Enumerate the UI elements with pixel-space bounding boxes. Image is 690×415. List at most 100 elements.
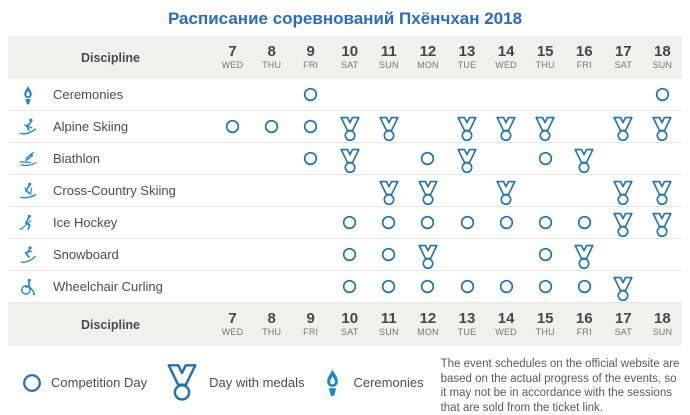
competition-day-icon	[538, 279, 553, 294]
day-header: 7 WED	[213, 311, 252, 338]
day-with-medals-icon	[377, 116, 401, 142]
schedule-cell	[565, 79, 604, 110]
legend-item-torch: Ceremonies	[321, 368, 424, 397]
schedule-cell	[252, 239, 291, 270]
schedule-cell	[291, 111, 330, 142]
day-with-medals-icon	[650, 180, 674, 206]
torch-icon	[18, 85, 38, 105]
day-with-medals-icon	[611, 180, 635, 206]
competition-day-icon	[499, 215, 514, 230]
schedule-cell	[604, 239, 643, 270]
discipline-cell: Alpine Skiing	[8, 117, 213, 137]
day-of-week: SUN	[379, 326, 399, 337]
schedule-cell	[252, 271, 291, 302]
competition-day-icon	[381, 279, 396, 294]
table-row: Cross-Country Skiing	[8, 175, 682, 207]
schedule-cell	[487, 207, 526, 238]
competition-day-icon	[381, 215, 396, 230]
day-of-week: SUN	[652, 326, 673, 337]
day-of-week: MON	[417, 326, 439, 337]
discipline-column-header: Discipline	[80, 50, 141, 65]
day-header: 14 WED	[487, 44, 526, 71]
legend-label: Ceremonies	[353, 375, 424, 390]
discipline-cell: Ceremonies	[8, 85, 213, 105]
day-number: 17	[614, 310, 632, 328]
schedule-cell	[526, 207, 565, 238]
schedule-cell	[291, 207, 330, 238]
cross-country-skiing-icon	[18, 181, 38, 201]
day-with-medals-icon	[416, 180, 440, 206]
day-with-medals-icon	[416, 244, 440, 270]
schedule-cell	[526, 111, 565, 142]
discipline-cell: Biathlon	[8, 149, 213, 169]
day-of-week: WED	[221, 326, 244, 337]
day-number: 18	[654, 310, 671, 328]
day-number: 11	[380, 43, 397, 61]
day-number: 14	[497, 310, 515, 328]
competition-day-icon	[303, 119, 318, 134]
schedule-cell	[291, 175, 330, 206]
day-of-week: TUE	[457, 59, 477, 70]
day-header: 15 THU	[526, 311, 565, 338]
schedule-cell	[291, 143, 330, 174]
schedule-cell	[369, 175, 408, 206]
schedule-cell	[408, 175, 447, 206]
schedule-cell	[252, 143, 291, 174]
schedule-cell	[526, 79, 565, 110]
day-of-week: FRI	[303, 326, 319, 337]
schedule-cell	[213, 111, 252, 142]
schedule-cell	[643, 175, 682, 206]
schedule-cell	[408, 111, 447, 142]
competition-day-icon	[577, 279, 592, 294]
discipline-label: Wheelchair Curling	[53, 279, 163, 294]
day-header: 8 THU	[252, 44, 291, 71]
legend-item-medal: Day with medals	[164, 363, 304, 402]
day-number: 15	[536, 310, 554, 328]
day-number: 10	[341, 310, 359, 328]
schedule-cell	[487, 79, 526, 110]
day-header: 10 SAT	[330, 44, 369, 71]
day-with-medals-icon	[572, 244, 596, 270]
competition-day-icon	[342, 215, 357, 230]
schedule-cell	[643, 111, 682, 142]
day-number: 12	[419, 43, 437, 61]
competition-day-icon	[538, 247, 553, 262]
schedule-cell	[604, 271, 643, 302]
schedule-cell	[526, 143, 565, 174]
schedule-cell	[291, 79, 330, 110]
day-with-medals-icon	[338, 116, 362, 142]
day-of-week: FRI	[576, 59, 592, 70]
day-of-week: WED	[495, 59, 517, 70]
day-number: 8	[267, 310, 276, 328]
competition-day-icon	[655, 87, 670, 102]
competition-day-icon	[303, 151, 318, 166]
schedule-cell	[369, 143, 408, 174]
schedule-cell	[643, 271, 682, 302]
schedule-cell	[252, 207, 291, 238]
competition-day-icon	[342, 279, 357, 294]
day-number: 14	[497, 43, 515, 61]
schedule-cell	[643, 207, 682, 238]
schedule-cell	[447, 271, 486, 302]
competition-day-icon	[577, 215, 592, 230]
table-row: Wheelchair Curling	[8, 271, 682, 303]
day-of-week: WED	[495, 326, 517, 337]
day-of-week: SAT	[341, 326, 359, 337]
table-footer-row: Discipline 7 WED 8 THU 9 FRI 10 SAT 11 SUN 12 MON 13…	[8, 303, 682, 346]
day-of-week: TUE	[457, 326, 477, 337]
day-header: 16 FRI	[565, 44, 604, 71]
day-header: 16 FRI	[565, 311, 604, 338]
day-with-medals-icon	[455, 148, 479, 174]
day-number: 11	[380, 310, 397, 328]
schedule-cell	[408, 79, 447, 110]
circle-icon	[22, 373, 42, 393]
day-number: 16	[575, 310, 593, 328]
schedule-cell	[604, 175, 643, 206]
competition-day-icon	[303, 87, 318, 102]
schedule-cell	[369, 79, 408, 110]
day-header: 17 SAT	[604, 311, 643, 338]
day-number: 10	[341, 43, 359, 61]
legend-label: Day with medals	[209, 375, 305, 390]
competition-day-icon	[225, 119, 240, 134]
day-of-week: WED	[221, 59, 244, 70]
